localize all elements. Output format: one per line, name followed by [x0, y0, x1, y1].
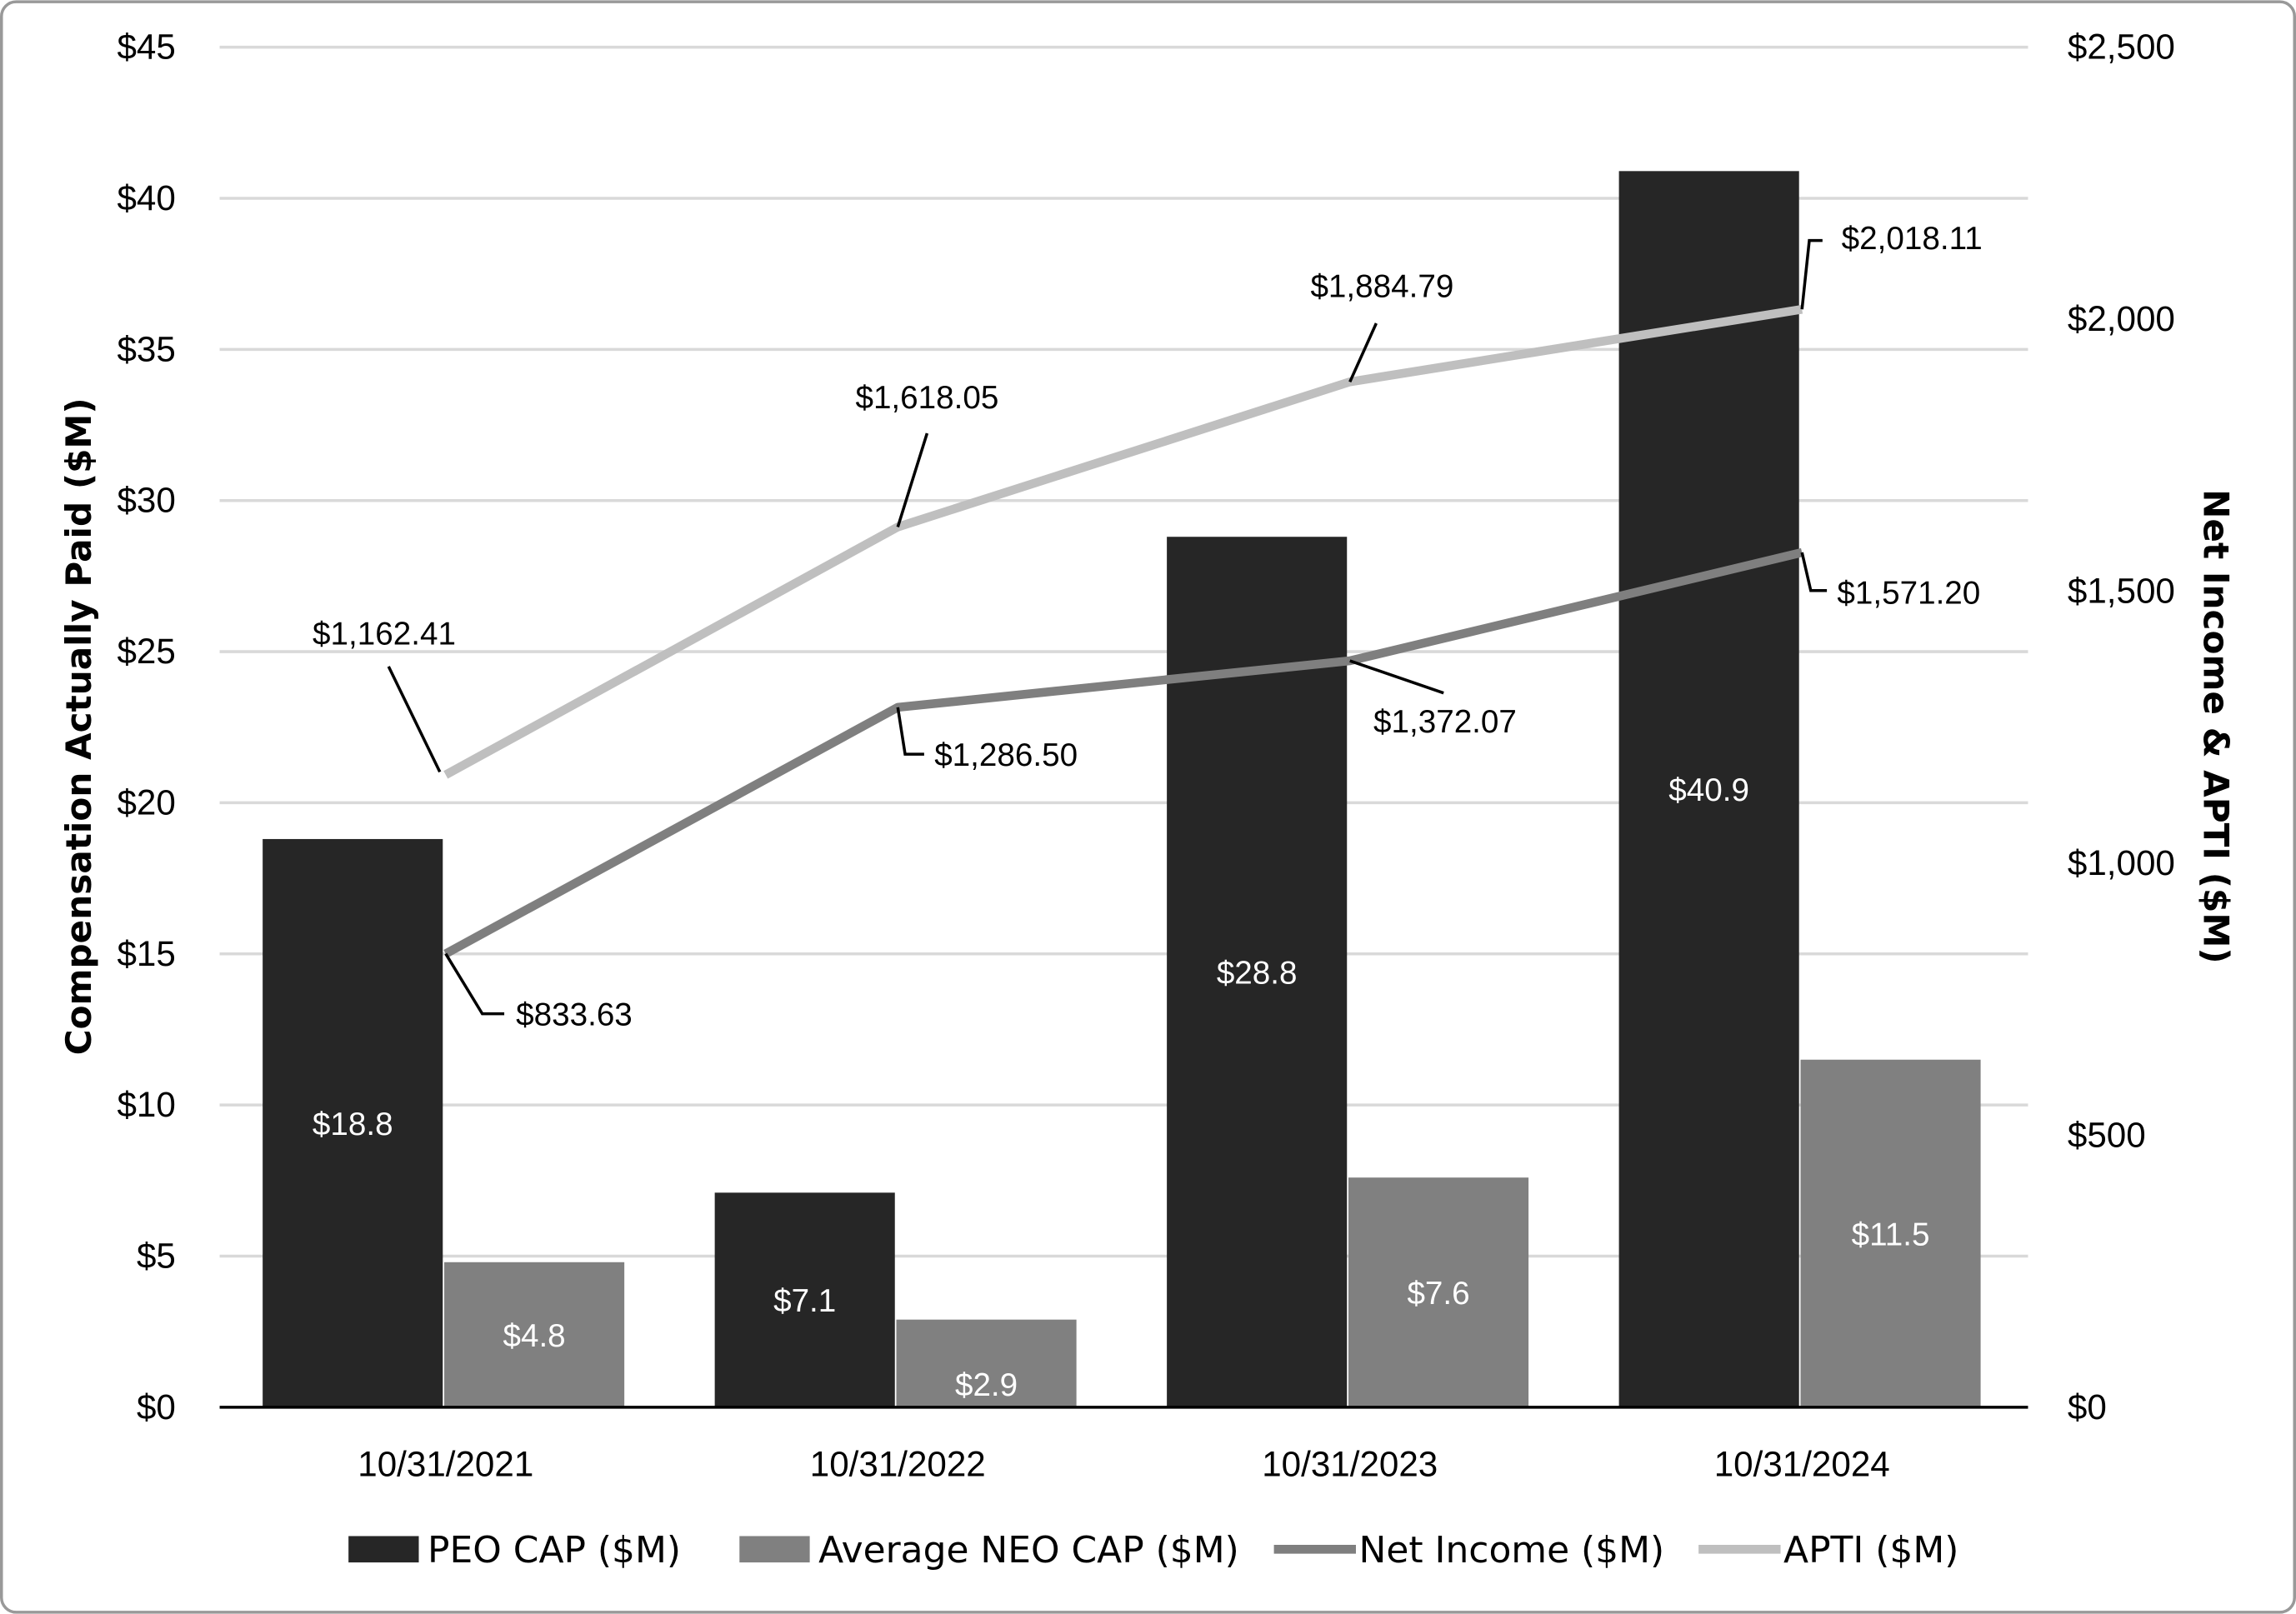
left-tick-label: $35 — [117, 329, 175, 368]
line-data-label: $1,618.05 — [855, 380, 998, 416]
left-axis-title: Compensation Actually Paid ($M) — [58, 397, 99, 1055]
bar-data-label: $2.9 — [955, 1367, 1018, 1403]
left-tick-label: $10 — [117, 1085, 175, 1124]
line-data-label: $1,571.20 — [1837, 576, 1980, 612]
legend-label: Net Income ($M) — [1359, 1529, 1665, 1572]
data-label-leader — [1800, 552, 1828, 592]
line-data-label: $1,286.50 — [934, 737, 1078, 773]
legend-label: APTI ($M) — [1783, 1529, 1958, 1572]
x-tick-label: 10/31/2024 — [1714, 1444, 1890, 1483]
peo-cap-bar — [1618, 171, 1799, 1407]
x-tick-label: 10/31/2023 — [1262, 1444, 1438, 1483]
left-tick-label: $25 — [117, 632, 175, 671]
right-axis-title: Net Income & APTI ($M) — [2195, 489, 2236, 963]
x-tick-label: 10/31/2021 — [358, 1444, 533, 1483]
neo-cap-bar — [444, 1262, 625, 1407]
left-tick-label: $30 — [117, 481, 175, 520]
left-tick-label: $5 — [137, 1237, 176, 1276]
data-label-leader — [387, 666, 442, 773]
bar-data-label: $11.5 — [1852, 1217, 1930, 1252]
apti-line — [443, 305, 1803, 779]
left-tick-label: $45 — [117, 27, 175, 67]
neo-cap-bar — [1800, 1059, 1981, 1407]
left-tick-label: $40 — [117, 178, 175, 217]
right-tick-label: $0 — [2068, 1387, 2107, 1427]
data-label-leader — [1349, 659, 1444, 695]
legend-label: Average NEO CAP ($M) — [818, 1529, 1239, 1572]
net-income-line — [443, 547, 1803, 958]
legend-swatch — [739, 1536, 810, 1563]
left-tick-label: $20 — [117, 782, 175, 822]
right-tick-label: $500 — [2068, 1115, 2146, 1154]
peo-cap-bar — [1167, 537, 1348, 1407]
data-label-leader — [444, 952, 505, 1016]
right-tick-label: $2,000 — [2068, 299, 2175, 338]
neo-cap-bar — [896, 1319, 1077, 1407]
data-label-leader — [1800, 238, 1823, 310]
bar-data-label: $7.1 — [773, 1283, 836, 1319]
bar-data-label: $7.6 — [1407, 1276, 1469, 1312]
line-data-label: $1,884.79 — [1310, 268, 1453, 304]
bar-data-label: $4.8 — [503, 1318, 565, 1354]
legend-label: PEO CAP ($M) — [428, 1529, 681, 1572]
data-label-leader — [896, 432, 929, 527]
line-data-label: $1,162.41 — [313, 617, 456, 652]
peo-cap-bar — [263, 838, 443, 1407]
legend-swatch — [348, 1536, 419, 1563]
peo-cap-bar — [714, 1192, 895, 1407]
data-label-leader — [1348, 322, 1378, 383]
line-data-label: $2,018.11 — [1842, 221, 1983, 257]
data-label-leader — [896, 707, 924, 756]
x-tick-label: 10/31/2022 — [810, 1444, 986, 1483]
right-tick-label: $1,500 — [2068, 572, 2175, 611]
bar-data-label: $40.9 — [1668, 772, 1749, 808]
neo-cap-bar — [1348, 1177, 1529, 1407]
line-data-label: $1,372.07 — [1373, 704, 1517, 740]
left-tick-label: $0 — [137, 1387, 176, 1427]
right-tick-label: $1,000 — [2068, 843, 2175, 882]
right-tick-label: $2,500 — [2068, 27, 2175, 67]
bar-data-label: $28.8 — [1217, 956, 1298, 992]
line-data-label: $833.63 — [516, 997, 633, 1033]
left-tick-label: $15 — [117, 934, 175, 973]
bar-data-label: $18.8 — [313, 1107, 393, 1142]
